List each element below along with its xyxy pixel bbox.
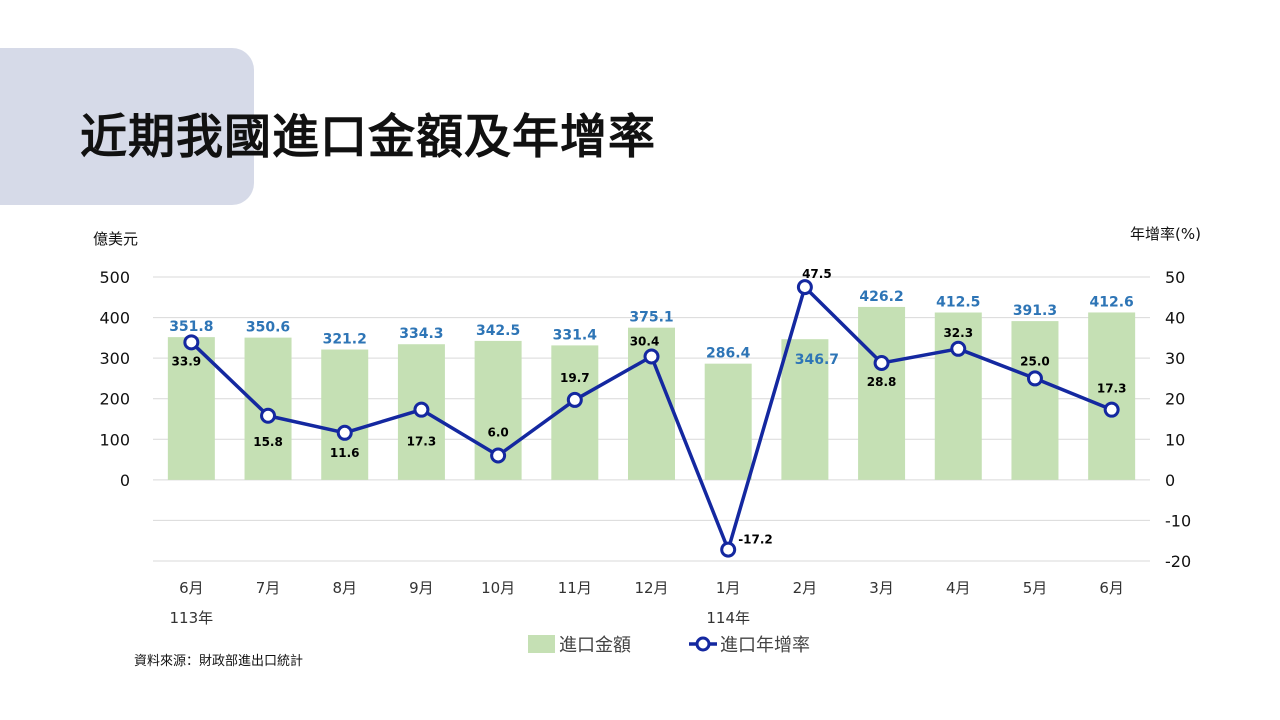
- bar: [858, 306, 906, 480]
- x-tick-label: 2月: [793, 579, 818, 597]
- y-right-tick-label: 20: [1165, 390, 1185, 409]
- bar-value-label: 426.2: [859, 289, 903, 305]
- line-point: [720, 541, 737, 558]
- y-right-tick-label: 10: [1165, 430, 1185, 449]
- line-value-label: 6.0: [487, 426, 508, 440]
- line-point: [183, 334, 200, 351]
- bar-value-label: 334.3: [399, 326, 443, 342]
- x-tick-label: 9月: [409, 579, 434, 597]
- bar: [704, 363, 752, 480]
- bar-value-label: 412.6: [1090, 294, 1134, 310]
- x-tick-label: 6月: [1099, 579, 1124, 597]
- x-tick-label: 1月: [716, 579, 741, 597]
- line-value-label: 19.7: [560, 371, 590, 385]
- x-tick-label: 12月: [634, 579, 668, 597]
- x-tick-label: 6月: [179, 579, 204, 597]
- legend-label-bar: 進口金額: [559, 635, 631, 656]
- bar-value-label: 321.2: [323, 332, 367, 348]
- bar-value-label: 375.1: [629, 310, 673, 326]
- x-tick-label: 8月: [332, 579, 357, 597]
- line-value-label: 25.0: [1020, 354, 1050, 368]
- bar: [321, 349, 369, 480]
- x-tick-label: 10月: [481, 579, 515, 597]
- line-value-label: 11.6: [330, 446, 360, 460]
- bar: [781, 339, 829, 480]
- bar-value-label: 350.6: [246, 320, 290, 336]
- legend-swatch-bar: [528, 635, 555, 653]
- year-label: 114年: [706, 609, 750, 627]
- line-value-label: 33.9: [172, 354, 202, 368]
- bar-value-label: 351.8: [169, 319, 213, 335]
- y-left-tick-label: 400: [99, 309, 130, 328]
- line-point: [1103, 401, 1120, 418]
- line-point: [1026, 370, 1043, 387]
- source-note: 資料來源：財政部進出口統計: [134, 654, 304, 669]
- line-point: [796, 279, 813, 296]
- x-tick-label: 11月: [558, 579, 592, 597]
- y-right-tick-label: 30: [1165, 349, 1185, 368]
- bar-value-label: 412.5: [936, 295, 980, 311]
- title-background: [0, 48, 254, 205]
- line-point: [260, 407, 277, 424]
- y-right-tick-label: -10: [1165, 511, 1191, 530]
- y-left-tick-label: 100: [99, 430, 130, 449]
- y-right-axis-title: 年增率(%): [1130, 225, 1201, 243]
- line-point: [643, 348, 660, 365]
- line-value-label: 32.3: [943, 326, 973, 340]
- line-value-label: -17.2: [738, 533, 773, 547]
- page-title: 近期我國進口金額及年增率: [80, 110, 656, 165]
- y-right-tick-label: 0: [1165, 471, 1175, 490]
- bar-value-label: 391.3: [1013, 303, 1057, 319]
- line-value-label: 17.3: [1097, 382, 1127, 396]
- y-left-tick-label: 0: [120, 471, 130, 490]
- line-point: [413, 401, 430, 418]
- line-point: [336, 424, 353, 441]
- line-point: [566, 391, 583, 408]
- line-value-label: 15.8: [253, 435, 283, 449]
- bar-value-label: 346.7: [795, 352, 839, 368]
- y-left-tick-label: 500: [99, 268, 130, 287]
- line-value-label: 28.8: [867, 375, 897, 389]
- y-right-tick-label: -20: [1165, 552, 1191, 571]
- line-point: [873, 355, 890, 372]
- bar-value-label: 286.4: [706, 346, 751, 362]
- line-point: [490, 447, 507, 464]
- y-left-tick-label: 200: [99, 390, 130, 409]
- line-value-label: 47.5: [802, 267, 832, 281]
- y-left-tick-label: 300: [99, 349, 130, 368]
- line-value-label: 30.4: [630, 335, 660, 349]
- bar-value-label: 331.4: [553, 327, 598, 343]
- x-tick-label: 7月: [256, 579, 281, 597]
- x-tick-label: 4月: [946, 579, 971, 597]
- y-right-tick-label: 40: [1165, 309, 1185, 328]
- line-value-label: 17.3: [407, 435, 437, 449]
- bar: [1011, 321, 1059, 480]
- legend-label-line: 進口年增率: [720, 635, 810, 656]
- y-right-tick-label: 50: [1165, 268, 1185, 287]
- legend-swatch-marker: [695, 636, 711, 652]
- bar: [934, 312, 982, 480]
- x-tick-label: 3月: [869, 579, 894, 597]
- year-label: 113年: [170, 609, 214, 627]
- bar-value-label: 342.5: [476, 323, 520, 339]
- x-tick-label: 5月: [1023, 579, 1048, 597]
- line-point: [950, 340, 967, 357]
- bar: [167, 337, 215, 480]
- bar: [1088, 312, 1136, 480]
- y-left-axis-title: 億美元: [93, 230, 138, 248]
